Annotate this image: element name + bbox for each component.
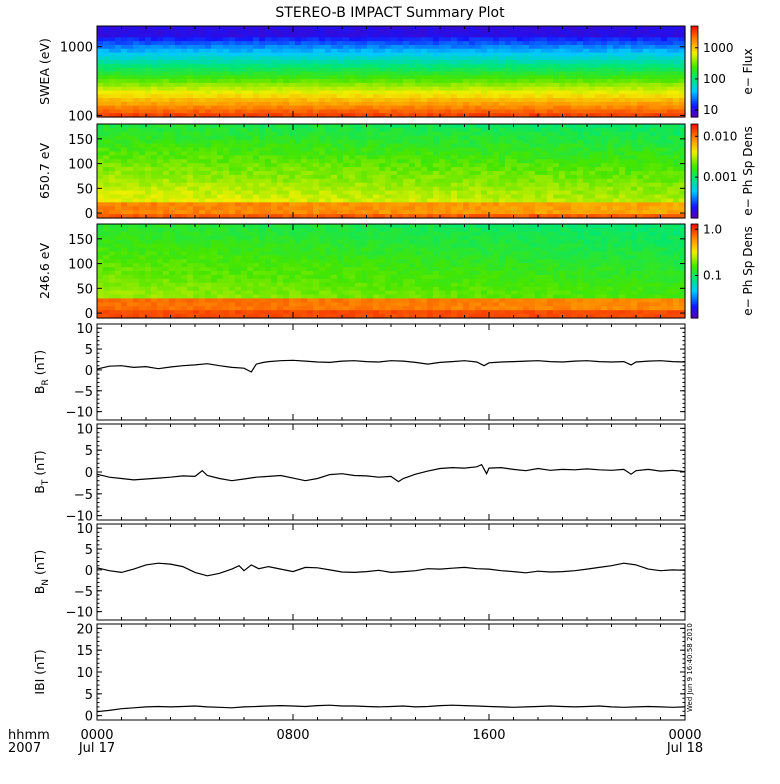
x-ticks bbox=[97, 424, 685, 520]
y-tick-label: −10 bbox=[66, 606, 93, 621]
y-tick-label: 0 bbox=[85, 207, 93, 222]
y-axis-label: BR (nT) bbox=[32, 350, 51, 394]
y-axis-label: BN (nT) bbox=[32, 550, 51, 595]
plot-title: STEREO-B IMPACT Summary Plot bbox=[275, 5, 505, 21]
y-tick-label: 0 bbox=[85, 564, 93, 579]
y-axis-label: 246.6 eV bbox=[37, 243, 52, 299]
y-tick-label: 50 bbox=[76, 282, 93, 297]
y-tick-label: 0 bbox=[85, 466, 93, 481]
y-axis-label: 650.7 eV bbox=[37, 143, 52, 199]
colorbar-tick-label: 10 bbox=[703, 103, 718, 117]
time-tick-hhmm: 1600 bbox=[472, 728, 505, 743]
time-axis-row2-label: 2007 bbox=[8, 741, 41, 756]
colorbar-swea: 10 100 1000 e− Flux bbox=[691, 26, 755, 118]
y-tick-label: 1000 bbox=[60, 41, 93, 56]
y-tick-label: 10 bbox=[76, 666, 93, 681]
heatmap-pad650 bbox=[97, 124, 686, 219]
y-axis-label: SWEA (eV) bbox=[37, 38, 52, 105]
series-line-bn bbox=[97, 563, 685, 576]
time-tick-hhmm: 0800 bbox=[276, 728, 309, 743]
series-line-br bbox=[97, 360, 685, 372]
y-axis-bmag: 0 5 10 15 20 IBI (nT) bbox=[32, 622, 685, 724]
y-tick-label: 100 bbox=[68, 258, 93, 273]
y-tick-label: 5 bbox=[85, 688, 93, 703]
y-tick-label: 0 bbox=[85, 307, 93, 322]
panel-frame-bt bbox=[97, 424, 685, 520]
y-tick-label: 10 bbox=[76, 322, 93, 337]
y-tick-label: 5 bbox=[85, 543, 93, 558]
y-tick-label: −5 bbox=[74, 385, 93, 400]
y-tick-label: 150 bbox=[68, 133, 93, 148]
panel-frame-br bbox=[97, 324, 685, 420]
series-line-bt bbox=[97, 465, 685, 482]
y-tick-label: 20 bbox=[76, 622, 93, 637]
y-axis-label: IBI (nT) bbox=[32, 649, 47, 694]
y-tick-label: 100 bbox=[68, 109, 93, 124]
colorbar-label: e− Flux bbox=[741, 48, 755, 94]
colorbar-label: e− Ph Sp Dens bbox=[741, 126, 755, 215]
y-axis-bn: −10 −5 0 5 10 BN (nT) bbox=[32, 522, 685, 620]
colorbar-tick-label: 100 bbox=[703, 72, 726, 86]
colorbar-tick-label: 1.0 bbox=[703, 222, 722, 236]
y-tick-label: −5 bbox=[74, 585, 93, 600]
y-axis-br: −10 −5 0 5 10 BR (nT) bbox=[32, 322, 685, 420]
colorbar-pad650: 0.001 0.010 e− Ph Sp Dens bbox=[691, 124, 755, 219]
y-tick-label: 0 bbox=[85, 364, 93, 379]
y-tick-label: 100 bbox=[68, 158, 93, 173]
time-tick-date: Jul 18 bbox=[666, 741, 703, 756]
y-tick-label: 15 bbox=[76, 644, 93, 659]
series-line-bmag bbox=[97, 705, 685, 712]
colorbar-tick-label: 0.001 bbox=[703, 170, 737, 184]
heatmap-swea bbox=[97, 26, 686, 118]
heatmap-pad246 bbox=[97, 224, 686, 319]
y-tick-label: 10 bbox=[76, 522, 93, 537]
time-tick-date: Jul 17 bbox=[78, 741, 115, 756]
y-tick-label: 0 bbox=[85, 710, 93, 725]
colorbar-label: e− Ph Sp Dens bbox=[741, 226, 755, 315]
y-tick-label: 5 bbox=[85, 444, 93, 459]
colorbar-pad246: 0.1 1.0 e− Ph Sp Dens bbox=[691, 222, 755, 318]
colorbar-tick-label: 1000 bbox=[703, 41, 734, 55]
colorbar-tick-label: 0.1 bbox=[703, 268, 722, 282]
y-tick-label: 150 bbox=[68, 233, 93, 248]
y-tick-label: 50 bbox=[76, 182, 93, 197]
y-tick-label: −10 bbox=[66, 406, 93, 421]
y-tick-label: 5 bbox=[85, 343, 93, 358]
generation-timestamp: Wed Jun 9 16:40:58 2010 bbox=[686, 623, 694, 712]
y-tick-label: −5 bbox=[74, 488, 93, 503]
y-tick-label: 10 bbox=[76, 422, 93, 437]
colorbar-tick-label: 0.010 bbox=[703, 129, 737, 143]
y-axis-label: BT (nT) bbox=[32, 450, 51, 493]
x-ticks bbox=[97, 324, 685, 420]
